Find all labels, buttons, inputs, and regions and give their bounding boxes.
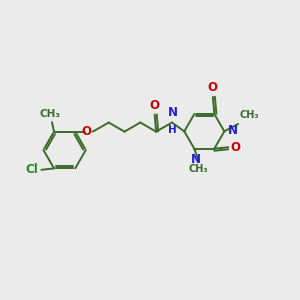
Text: O: O xyxy=(81,124,92,138)
Text: O: O xyxy=(208,81,218,94)
Text: N: N xyxy=(228,124,238,137)
Text: O: O xyxy=(150,99,160,112)
Text: CH₃: CH₃ xyxy=(189,164,208,174)
Text: CH₃: CH₃ xyxy=(40,109,61,119)
Text: CH₃: CH₃ xyxy=(240,110,259,120)
Text: N: N xyxy=(167,106,178,119)
Text: O: O xyxy=(230,141,241,154)
Text: Cl: Cl xyxy=(25,163,38,176)
Text: N: N xyxy=(191,153,201,166)
Text: H: H xyxy=(168,125,177,135)
